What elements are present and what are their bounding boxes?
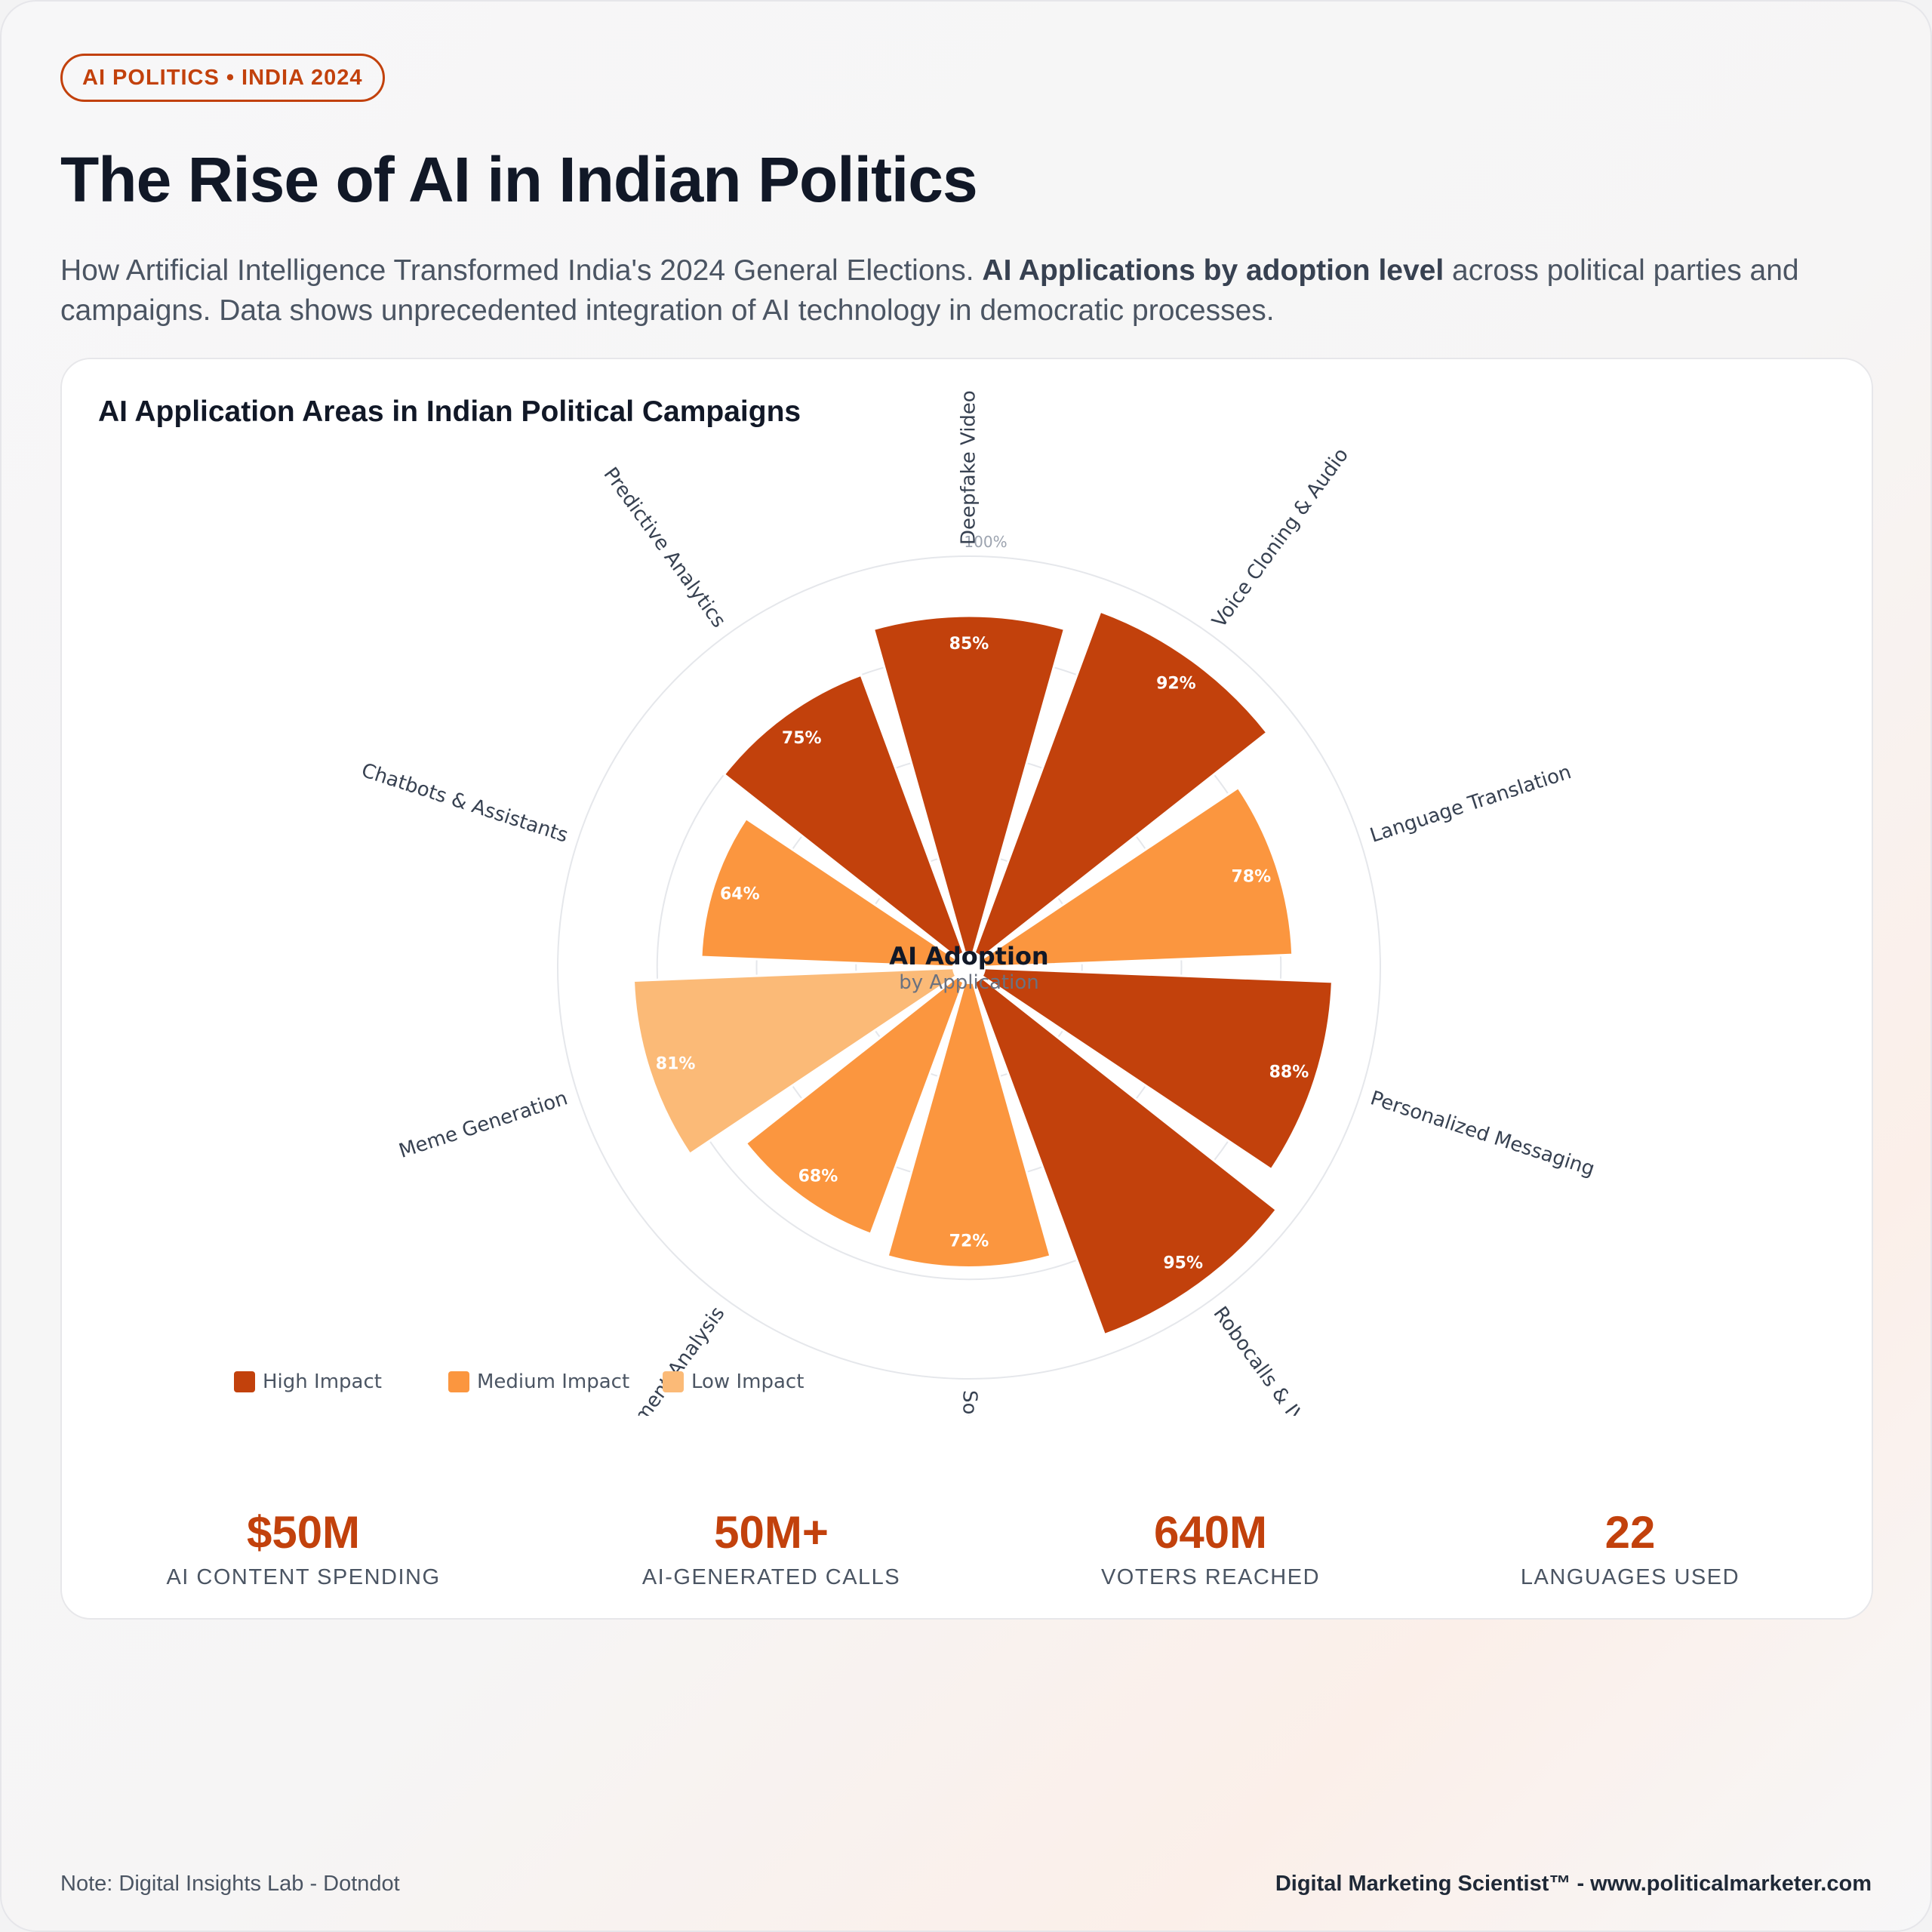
stat-label: VOTERS REACHED	[1100, 1565, 1321, 1589]
category-label: Deepfake Video	[958, 390, 980, 545]
category-label: Personalized Messaging	[1367, 1087, 1597, 1180]
brand-credit: Digital Marketing Scientist™ - www.polit…	[1275, 1872, 1872, 1896]
value-label: 64%	[720, 884, 760, 903]
value-label: 88%	[1269, 1063, 1309, 1082]
source-note: Note: Digital Insights Lab - Dotndot	[60, 1872, 400, 1896]
subtitle-text-1: How Artificial Intelligence Transformed …	[60, 254, 983, 287]
category-label: Social Media Bots	[958, 1390, 981, 1416]
stat-label: AI-GENERATED CALLS	[641, 1565, 901, 1589]
stat-ai-generated-calls: 50M+ AI-GENERATED CALLS	[560, 1506, 983, 1590]
stat-ai-content-spending: $50M AI CONTENT SPENDING	[92, 1506, 515, 1590]
stat-voters-reached: 640M VOTERS REACHED	[999, 1506, 1422, 1590]
stat-value: 22	[1604, 1507, 1656, 1558]
polar-chart: 100% 85% Deepfake Video 92% Voice Cloning & …	[358, 390, 1597, 1416]
center-title: AI Adoption	[889, 942, 1048, 971]
stat-label: AI CONTENT SPENDING	[166, 1565, 441, 1589]
value-label: 75%	[782, 729, 822, 748]
legend-swatch	[234, 1371, 255, 1392]
value-label: 72%	[949, 1232, 989, 1251]
radial-tick-label: 100%	[964, 533, 1007, 551]
category-label: Predictive Analytics	[599, 463, 731, 632]
legend-item: Medium Impact	[448, 1371, 663, 1393]
value-label: 78%	[1231, 868, 1271, 887]
topic-badge: AI POLITICS • INDIA 2024	[60, 54, 385, 102]
center-subtitle: by Application	[899, 971, 1038, 994]
legend-swatch	[663, 1371, 684, 1392]
category-label: Language Translation	[1367, 761, 1574, 848]
value-label: 81%	[656, 1054, 696, 1073]
category-label: Chatbots & Assistants	[358, 759, 571, 848]
subtitle-bold: AI Applications by adoption level	[982, 254, 1444, 287]
legend-item: High Impact	[234, 1371, 448, 1393]
stat-label: LANGUAGES USED	[1520, 1565, 1740, 1589]
chart-card: AI Application Areas in Indian Political…	[60, 358, 1873, 1620]
stat-languages-used: 22 LANGUAGES USED	[1419, 1506, 1841, 1590]
page-subtitle: How Artificial Intelligence Transformed …	[60, 251, 1887, 331]
legend-label: Medium Impact	[477, 1371, 630, 1393]
page-title: The Rise of AI in Indian Politics	[60, 144, 978, 215]
chart-legend: High Impact Medium Impact Low Impact	[234, 1371, 877, 1393]
category-label: Voice Cloning & Audio	[1208, 444, 1353, 632]
stat-value: $50M	[246, 1507, 361, 1558]
category-label: Sentiment Analysis	[600, 1303, 729, 1416]
stat-value: 50M+	[714, 1507, 829, 1558]
category-label: Meme Generation	[396, 1087, 571, 1163]
chart-title: AI Application Areas in Indian Political…	[98, 395, 801, 428]
value-label: 85%	[949, 635, 989, 654]
value-label: 68%	[798, 1167, 838, 1186]
subtitle-text-2: across political parties and campaigns. …	[60, 254, 1799, 327]
legend-label: High Impact	[263, 1371, 382, 1393]
legend-item: Low Impact	[663, 1371, 877, 1393]
value-label: 95%	[1163, 1254, 1203, 1272]
category-label: Robocalls & IVR	[1208, 1303, 1317, 1416]
stat-value: 640M	[1153, 1507, 1268, 1558]
legend-label: Low Impact	[691, 1371, 804, 1393]
center-hole	[952, 951, 986, 984]
grid-circle	[557, 555, 1381, 1380]
legend-swatch	[448, 1371, 469, 1392]
stats-row: $50M AI CONTENT SPENDING 50M+ AI-GENERAT…	[62, 1506, 1872, 1612]
value-label: 92%	[1156, 674, 1196, 693]
